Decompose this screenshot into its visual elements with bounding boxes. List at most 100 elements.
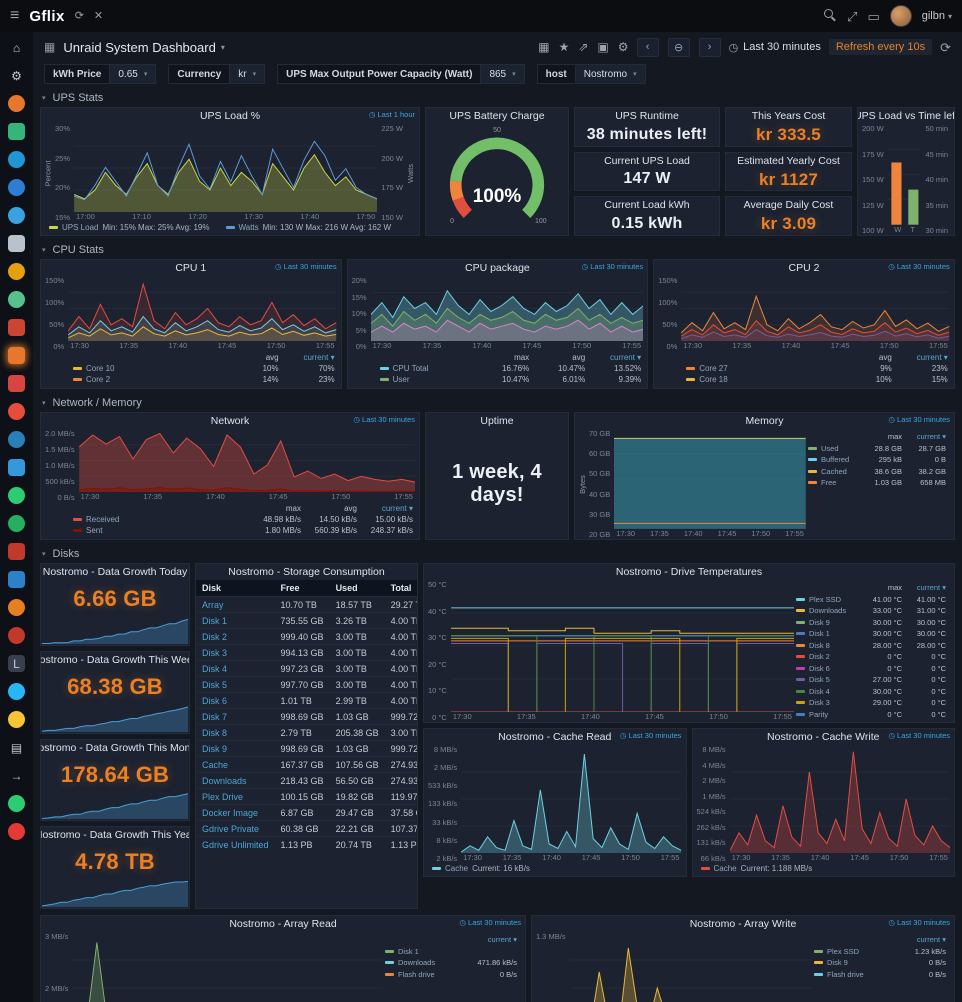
legend-series-name[interactable]: Sent [86, 526, 103, 535]
legend-series-name[interactable]: Downloads [809, 606, 847, 616]
legend-series-name[interactable]: Disk 6 [809, 663, 830, 673]
avatar[interactable] [889, 5, 912, 27]
panel-title[interactable]: Network [210, 415, 250, 427]
legend-series-name[interactable]: Used [821, 443, 839, 453]
panel-title[interactable]: Nostromo - Storage Consumption [228, 566, 385, 578]
refresh-dashboard-icon[interactable]: ⟳ [940, 39, 951, 55]
share-icon[interactable]: ⇗ [578, 40, 589, 54]
back-icon[interactable]: ‹ [636, 37, 659, 57]
legend-col-header[interactable]: max [887, 583, 902, 593]
legend-series-name[interactable]: UPS Load [62, 223, 99, 232]
legend-col-header[interactable]: avg [572, 353, 586, 362]
legend-series-name[interactable]: Disk 4 [809, 686, 830, 696]
cpu1-chart[interactable] [68, 276, 337, 341]
legend-series-name[interactable]: Parity [809, 709, 829, 719]
variable-value-dropdown[interactable]: 0.65 ▾ [109, 64, 157, 84]
menu-icon[interactable]: ≡ [10, 7, 20, 24]
panel-title[interactable]: Nostromo - Cache Write [767, 731, 880, 743]
legend-series-name[interactable]: Cache [445, 864, 469, 873]
legend-col-header[interactable]: avg [265, 353, 279, 362]
legend-col-header[interactable]: max [285, 504, 301, 513]
legend-series-name[interactable]: Watts [238, 223, 259, 232]
sidebar-logout-icon[interactable]: → [10, 768, 23, 783]
legend-series-name[interactable]: Core 27 [699, 364, 728, 373]
legend-series-name[interactable]: Disk 3 [809, 698, 830, 708]
zoom-out-icon[interactable]: ⊖ [667, 37, 690, 57]
panel-title[interactable]: UPS Battery Charge [449, 110, 545, 122]
disk-link[interactable]: Disk 1 [196, 612, 275, 629]
panel-title[interactable]: Nostromo - Cache Read [498, 731, 612, 743]
fullscreen-icon[interactable]: ⤢ [847, 8, 858, 24]
sidebar-settings-icon[interactable]: ⚙ [11, 68, 22, 83]
legend-col-header[interactable]: avg [344, 504, 357, 513]
legend-col-header[interactable]: current ▾ [610, 353, 642, 362]
array_read-chart[interactable] [72, 932, 383, 1002]
sidebar-app-7-icon[interactable] [8, 263, 25, 280]
sidebar-app-19-icon[interactable] [8, 627, 25, 644]
sidebar-app-10-icon[interactable] [8, 375, 25, 392]
legend-series-name[interactable]: Disk 5 [809, 675, 830, 685]
disk-link[interactable]: Gdrive Unlimited [196, 836, 275, 852]
cache_write-chart[interactable] [729, 745, 950, 853]
disk-link[interactable]: Disk 8 [196, 724, 275, 741]
disk-link[interactable]: Array [196, 596, 275, 613]
search-icon[interactable] [824, 8, 837, 24]
panel-title[interactable]: Nostromo - Array Read [229, 918, 337, 930]
legend-series-name[interactable]: Disk 9 [827, 958, 848, 968]
legend-series-name[interactable]: Core 10 [86, 364, 115, 373]
panel-title[interactable]: Nostromo - Data Growth Today [42, 566, 188, 578]
disk-link[interactable]: Disk 5 [196, 676, 275, 693]
sidebar-app-8-icon[interactable] [8, 291, 25, 308]
panel-title[interactable]: Nostromo - Data Growth This Month [41, 741, 190, 754]
legend-col-header[interactable]: current ▾ [303, 353, 335, 362]
panel-title[interactable]: UPS Load % [199, 110, 261, 122]
sidebar-app-16-icon[interactable] [8, 543, 25, 560]
panel-title[interactable]: Nostromo - Array Write [689, 918, 797, 930]
row-header-ups-stats[interactable]: ▾ UPS Stats [42, 90, 953, 106]
disk-link[interactable]: Disk 9 [196, 740, 275, 757]
add-panel-icon[interactable]: ▦ [538, 40, 550, 54]
legend-series-name[interactable]: Downloads [398, 958, 436, 968]
ups_bar-chart[interactable] [887, 124, 922, 225]
disk-link[interactable]: Gdrive Private [196, 820, 275, 837]
legend-series-name[interactable]: User [392, 375, 410, 384]
panel-title[interactable]: Nostromo - Data Growth This Week [40, 653, 190, 666]
storage-col-header[interactable]: Total [384, 580, 417, 597]
storage-col-header[interactable]: Used [329, 580, 385, 597]
array_write-chart[interactable] [569, 932, 812, 1002]
sidebar-app-11-icon[interactable] [8, 403, 25, 420]
legend-col-header[interactable]: current ▾ [916, 432, 946, 442]
variable-value-dropdown[interactable]: 865 ▾ [480, 64, 525, 84]
sidebar-home-icon[interactable]: ⌂ [12, 40, 21, 55]
sidebar-app-unraid-icon[interactable] [8, 347, 25, 364]
legend-col-header[interactable]: current ▾ [916, 353, 948, 362]
reload-icon[interactable]: ⟳ [74, 9, 84, 22]
panel-title[interactable]: Nostromo - Drive Temperatures [615, 566, 763, 578]
row-header-cpu-stats[interactable]: ▾ CPU Stats [42, 242, 953, 258]
cache_read-chart[interactable] [461, 745, 682, 853]
legend-col-header[interactable]: current ▾ [487, 935, 517, 945]
sidebar-app-24-icon[interactable] [8, 795, 25, 812]
sidebar-app-21-icon[interactable] [8, 683, 25, 700]
sidebar-app-3-icon[interactable] [8, 151, 25, 168]
sidebar-app-20-icon[interactable]: L [8, 655, 25, 672]
refresh-interval[interactable]: Refresh every 10s [828, 39, 933, 55]
legend-col-header[interactable]: current ▾ [916, 935, 946, 945]
legend-series-name[interactable]: Cached [821, 466, 847, 476]
variable-value-dropdown[interactable]: Nostromo ▾ [574, 64, 646, 84]
sidebar-app-4-icon[interactable] [8, 179, 25, 196]
sidebar-app-18-icon[interactable] [8, 599, 25, 616]
legend-series-name[interactable]: Disk 1 [398, 946, 419, 956]
legend-series-name[interactable]: Core 2 [86, 375, 111, 384]
sidebar-app-17-icon[interactable] [8, 571, 25, 588]
sidebar-app-6-icon[interactable] [8, 235, 25, 252]
temps-chart[interactable] [450, 580, 794, 712]
sidebar-app-14-icon[interactable] [8, 487, 25, 504]
panel-title[interactable]: Nostromo - Data Growth This Year [40, 829, 190, 842]
legend-col-header[interactable]: current ▾ [381, 504, 413, 513]
forward-icon[interactable]: › [698, 37, 721, 57]
sidebar-app-1-icon[interactable] [8, 95, 25, 112]
legend-col-header[interactable]: current ▾ [916, 583, 946, 593]
disk-link[interactable]: Disk 6 [196, 692, 275, 709]
disk-link[interactable]: Cache [196, 756, 275, 773]
